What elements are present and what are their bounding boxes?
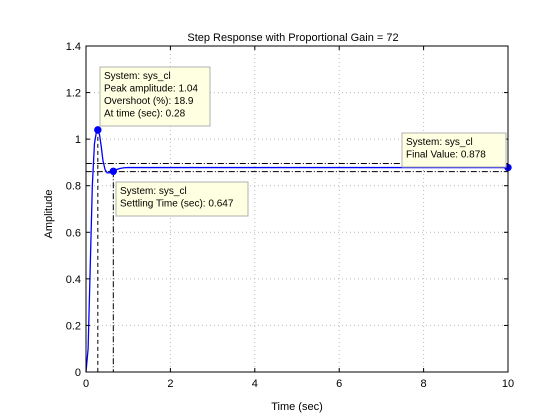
x-tick-label: 6 bbox=[336, 378, 342, 390]
y-axis-title: Amplitude bbox=[43, 190, 55, 239]
x-tick-label: 2 bbox=[167, 378, 173, 390]
y-tick-label: 1.2 bbox=[66, 88, 81, 100]
y-tick-label: 0.6 bbox=[66, 227, 81, 239]
y-tick-label: 1 bbox=[75, 134, 81, 146]
x-tick-label: 10 bbox=[502, 378, 514, 390]
y-tick-label: 0.2 bbox=[66, 320, 81, 332]
y-tick-label: 0.4 bbox=[66, 274, 81, 286]
peak-datatip-line: System: sys_cl bbox=[104, 71, 171, 82]
x-tick-label: 8 bbox=[421, 378, 427, 390]
chart-title: Step Response with Proportional Gain = 7… bbox=[187, 32, 398, 44]
axes-box bbox=[85, 45, 509, 373]
peak-datatip bbox=[99, 66, 211, 127]
final-datatip-line: Final Value: 0.878 bbox=[406, 150, 486, 161]
final-datatip-line: System: sys_cl bbox=[406, 137, 473, 148]
peak-datatip-line: Peak amplitude: 1.04 bbox=[104, 84, 198, 95]
settling-datatip-line: System: sys_cl bbox=[120, 186, 187, 197]
x-tick-label: 0 bbox=[83, 378, 89, 390]
peak-datatip-line: Overshoot (%): 18.9 bbox=[104, 96, 194, 107]
x-axis-title: Time (sec) bbox=[271, 401, 323, 413]
settling-point bbox=[109, 167, 118, 175]
settling-datatip bbox=[115, 181, 249, 217]
y-tick-label: 0 bbox=[75, 367, 81, 379]
y-tick-label: 0.8 bbox=[66, 181, 81, 193]
peak-point bbox=[94, 126, 102, 134]
peak-datatip-line: At time (sec): 0.28 bbox=[104, 109, 186, 120]
settling-datatip-line: Settling Time (sec): 0.647 bbox=[120, 199, 234, 210]
y-tick-label: 1.4 bbox=[66, 41, 81, 53]
final-datatip bbox=[401, 132, 507, 168]
x-tick-label: 4 bbox=[252, 378, 258, 390]
